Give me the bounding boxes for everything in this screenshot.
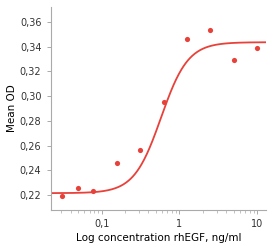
Point <box>161 100 166 104</box>
Y-axis label: Mean OD: Mean OD <box>7 84 17 132</box>
Point <box>185 37 189 41</box>
Point <box>255 46 259 50</box>
Point <box>208 28 213 32</box>
Point <box>114 161 119 165</box>
Point <box>232 58 236 62</box>
X-axis label: Log concentration rhEGF, ng/ml: Log concentration rhEGF, ng/ml <box>76 233 241 243</box>
Point <box>60 194 64 198</box>
Point <box>75 186 80 190</box>
Point <box>91 189 96 193</box>
Point <box>138 148 142 152</box>
